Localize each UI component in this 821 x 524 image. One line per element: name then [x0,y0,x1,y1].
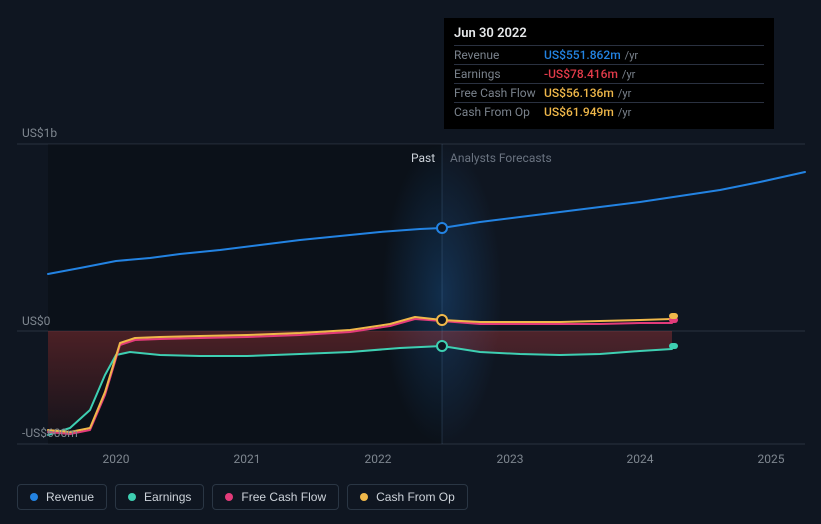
legend-item-fcf[interactable]: Free Cash Flow [212,484,339,510]
tooltip-value: US$61.949m [544,105,614,119]
x-axis-label: 2022 [365,452,392,466]
tooltip-row-earnings: Earnings -US$78.416m /yr [454,64,764,83]
tooltip-unit: /yr [625,49,638,62]
legend-item-earnings[interactable]: Earnings [115,484,204,510]
x-axis-label: 2024 [627,452,654,466]
y-axis-label: US$0 [22,314,50,328]
tooltip-value: US$551.862m [544,48,621,62]
financials-chart: US$1b US$0 -US$600m 2020 2021 2022 2023 … [0,0,821,524]
x-axis-label: 2023 [497,452,524,466]
x-axis-label: 2021 [234,452,261,466]
tooltip-row-cfo: Cash From Op US$61.949m /yr [454,102,764,121]
tooltip-row-fcf: Free Cash Flow US$56.136m /yr [454,83,764,102]
tooltip-date: Jun 30 2022 [454,24,764,45]
legend-swatch [360,493,368,501]
tooltip-row-revenue: Revenue US$551.862m /yr [454,45,764,64]
tooltip-unit: /yr [618,87,631,100]
tooltip-value: US$56.136m [544,86,614,100]
tooltip-label: Free Cash Flow [454,86,544,100]
legend-label: Earnings [144,490,191,504]
legend-label: Free Cash Flow [241,490,326,504]
tooltip-unit: /yr [622,68,635,81]
x-axis-label: 2025 [758,452,785,466]
legend-item-revenue[interactable]: Revenue [17,484,107,510]
tooltip-label: Cash From Op [454,105,544,119]
legend-swatch [128,493,136,501]
legend-swatch [30,493,38,501]
tooltip-label: Revenue [454,48,544,62]
chart-legend: Revenue Earnings Free Cash Flow Cash Fro… [17,484,468,510]
x-axis-label: 2020 [103,452,130,466]
legend-swatch [225,493,233,501]
tooltip-unit: /yr [618,106,631,119]
legend-label: Revenue [46,490,94,504]
chart-tooltip: Jun 30 2022 Revenue US$551.862m /yr Earn… [444,18,774,129]
y-axis-label: US$1b [22,126,57,140]
legend-item-cfo[interactable]: Cash From Op [347,484,468,510]
forecast-label: Analysts Forecasts [450,151,552,165]
legend-label: Cash From Op [376,490,455,504]
past-label: Past [411,151,435,165]
tooltip-value: -US$78.416m [544,67,618,81]
y-axis-label: -US$600m [22,426,78,440]
tooltip-label: Earnings [454,67,544,81]
